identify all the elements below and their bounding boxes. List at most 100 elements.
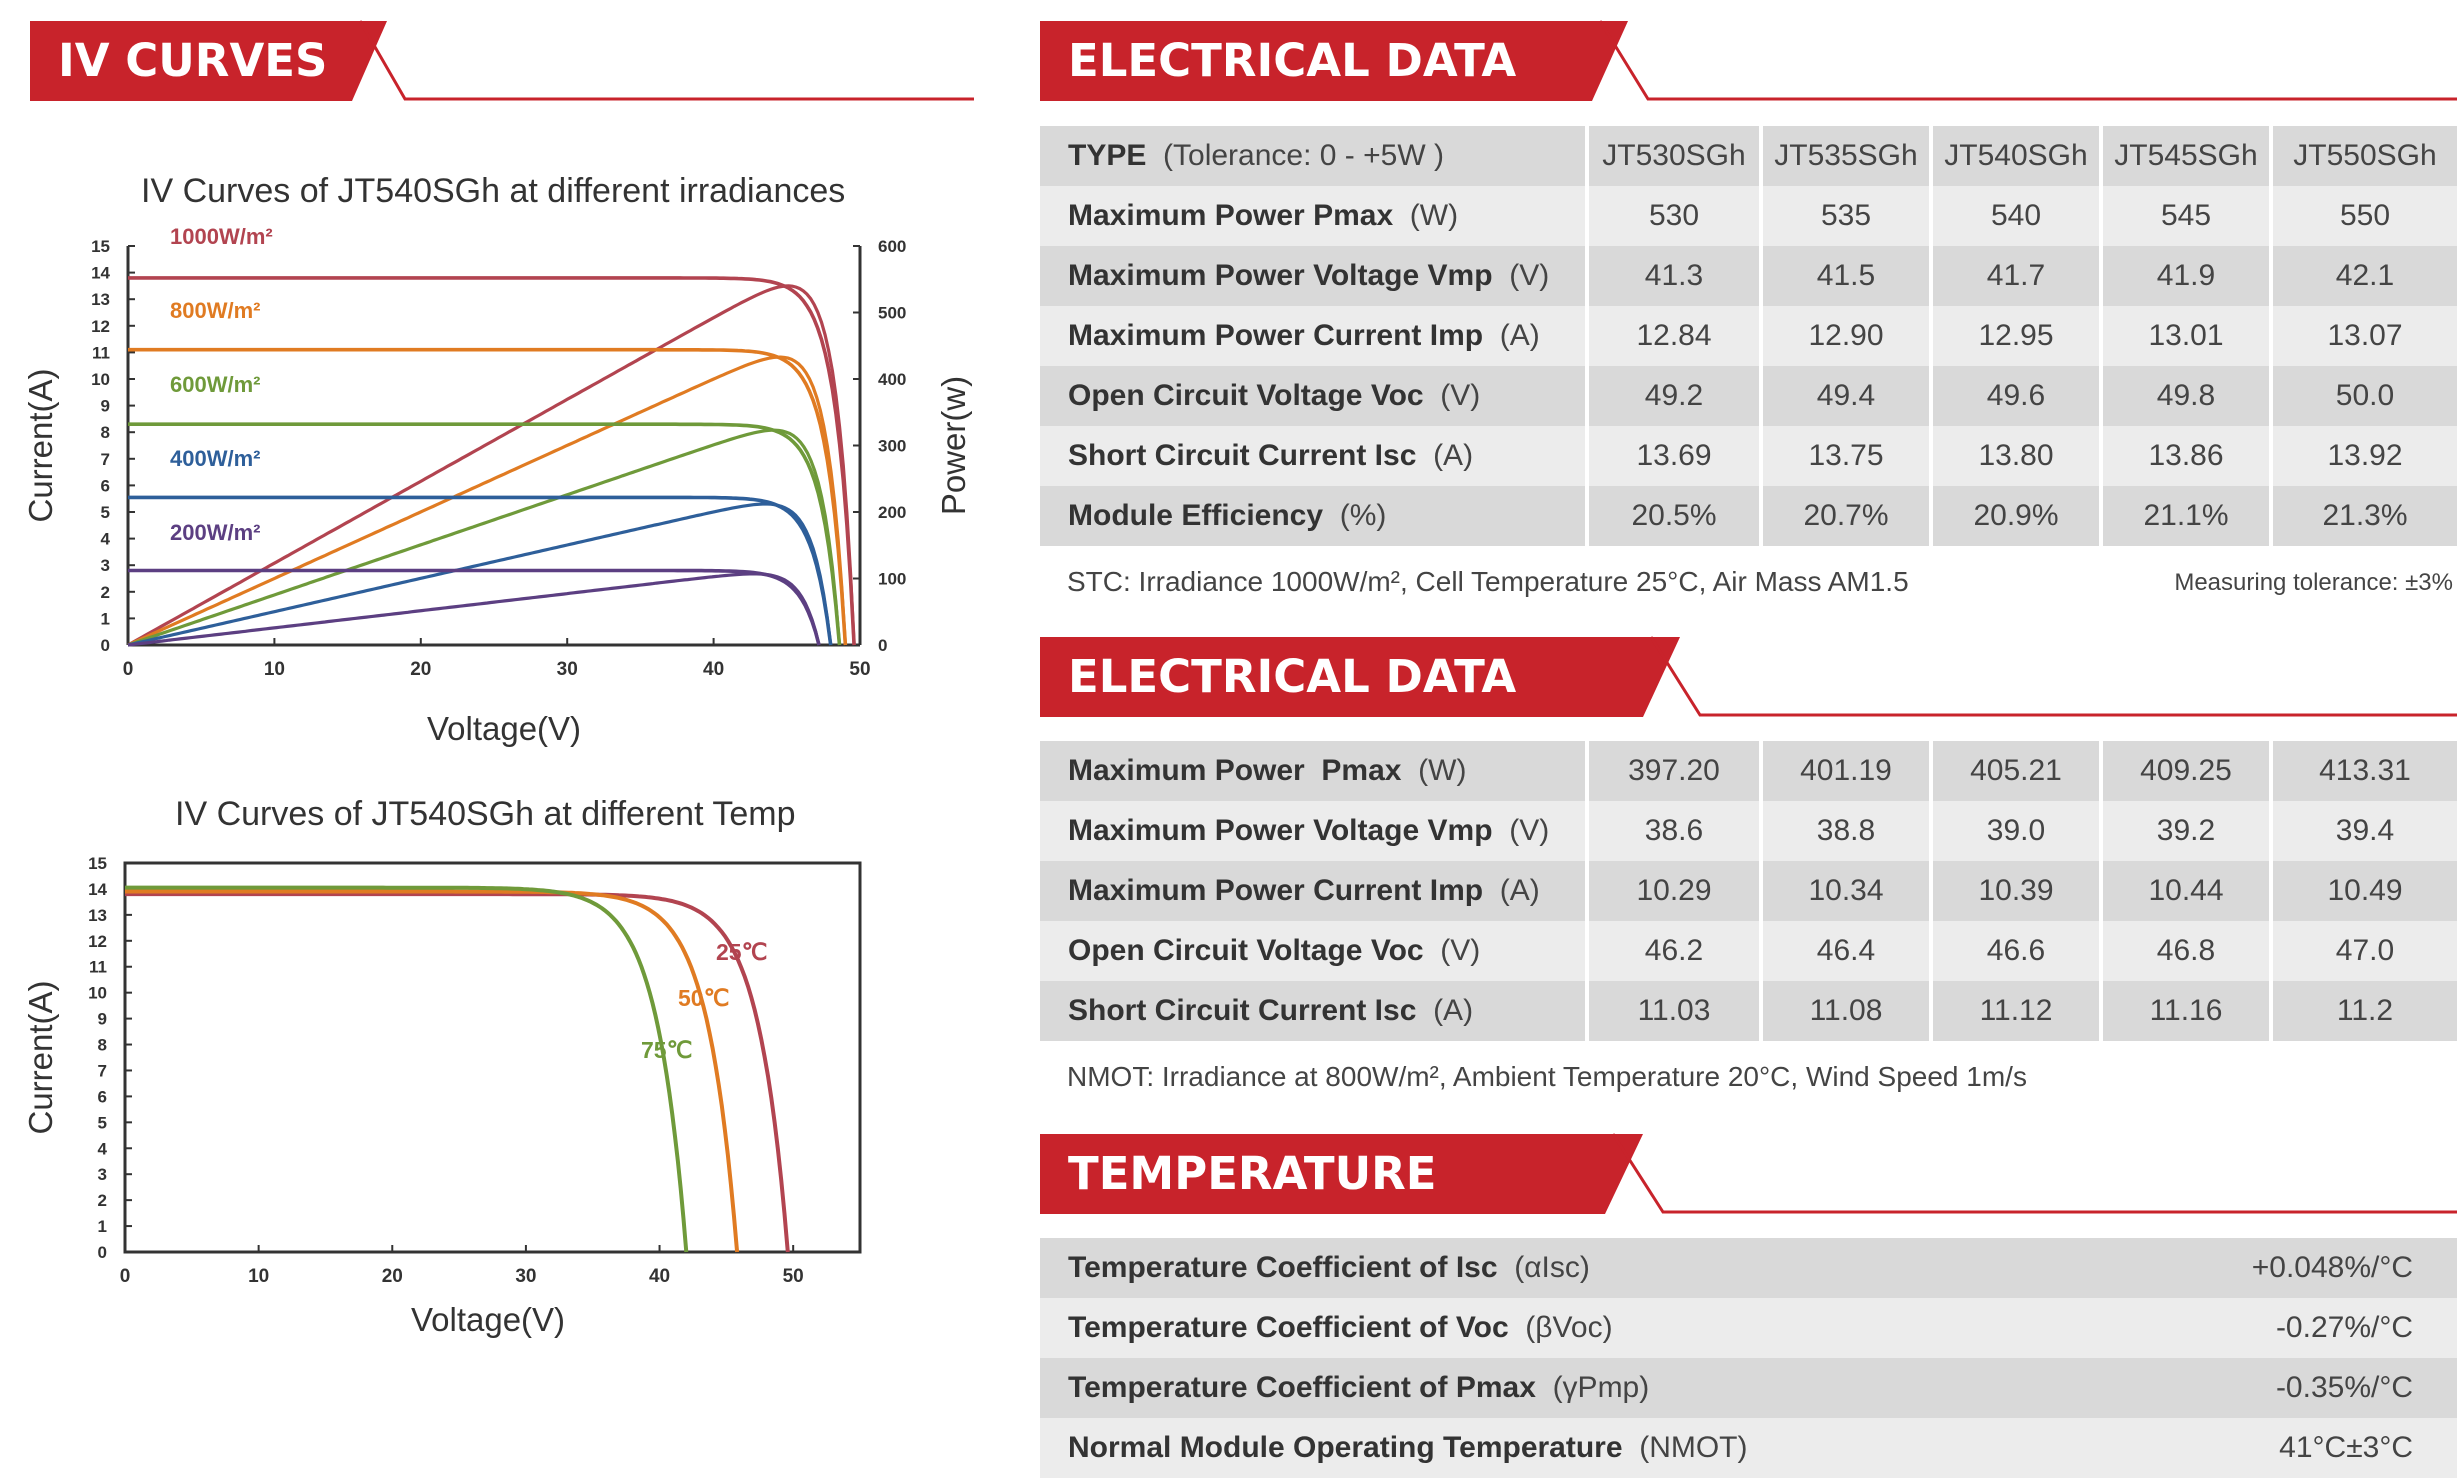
iv-curve-0: [128, 276, 856, 646]
row-name: Open Circuit Voltage Voc: [1068, 379, 1424, 412]
x-tick-label: 30: [557, 659, 578, 680]
y-tick-label: 11: [92, 343, 110, 362]
nmot-table: Maximum Power Pmax (W) 397.20 401.19 405…: [1040, 741, 2457, 1041]
cell: 46.4: [1759, 921, 1929, 981]
y-tick-label: 13: [91, 290, 110, 309]
cell: 50.0: [2269, 366, 2457, 426]
model-5: JT550SGh: [2269, 126, 2457, 186]
cell: 10.44: [2099, 861, 2269, 921]
table-row: Maximum Power Voltage Vmp (V) 38.6 38.8 …: [1040, 801, 2457, 861]
table-row: Open Circuit Voltage Voc (V) 46.2 46.4 4…: [1040, 921, 2457, 981]
y2-tick-label: 100: [878, 570, 906, 589]
temperature-chart: 0 10 20 30 40 500123456789101112131415Voltage…: [22, 854, 862, 1338]
pv-curve-3: [127, 502, 833, 647]
row-name: Maximum Power Voltage Vmp: [1068, 814, 1493, 847]
model-3: JT540SGh: [1929, 126, 2099, 186]
cell: 20.9%: [1929, 486, 2099, 546]
cell: 545: [2099, 186, 2269, 246]
irradiance-chart-title: IV Curves of JT540SGh at different irrad…: [141, 172, 846, 210]
type-label: TYPE (Tolerance: 0 - +5W ): [1040, 126, 1585, 186]
temp-curve-2: [125, 885, 689, 1253]
row-label: Maximum Power Current Imp (A): [1040, 861, 1585, 921]
row-unit: (A): [1433, 439, 1474, 472]
x-tick-label: 10: [248, 1266, 269, 1287]
pv-curve-0: [127, 284, 856, 647]
cell: 41°C±3°C: [2040, 1418, 2457, 1478]
y2-tick-label: 400: [878, 370, 906, 389]
row-name: Open Circuit Voltage Voc: [1068, 934, 1424, 967]
cell: 46.8: [2099, 921, 2269, 981]
row-name: Module Efficiency: [1068, 499, 1324, 532]
cell: 41.9: [2099, 246, 2269, 306]
row-unit: (V): [1509, 814, 1550, 847]
cell: 11.08: [1759, 981, 1929, 1041]
table-row: Maximum Power Pmax (W) 397.20 401.19 405…: [1040, 741, 2457, 801]
y-tick-label: 3: [98, 1165, 107, 1184]
y-axis-label: Current(A): [22, 368, 59, 522]
x-tick-label: 0: [123, 659, 134, 680]
cell: 39.0: [1929, 801, 2099, 861]
nmot-title: ELECTRICAL DATA *NMOT: [1040, 637, 1643, 783]
temp-label-1: 50℃: [678, 985, 729, 1011]
cell: 21.1%: [2099, 486, 2269, 546]
row-unit: (A): [1499, 874, 1540, 907]
y-tick-label: 14: [91, 264, 110, 283]
y-tick-label: 9: [98, 1010, 107, 1029]
row-label: Open Circuit Voltage Voc (V): [1040, 366, 1585, 426]
y-tick-label: 15: [91, 237, 110, 256]
cell: 49.6: [1929, 366, 2099, 426]
nmot-header: ELECTRICAL DATA *NMOT: [1040, 636, 2457, 783]
y-tick-label: 11: [89, 958, 107, 977]
cell: 401.19: [1759, 741, 1929, 801]
row-label: Maximum Power Pmax (W): [1040, 186, 1585, 246]
x-tick-label: 10: [264, 659, 285, 680]
row-unit: (NMOT): [1639, 1431, 1748, 1464]
y-tick-label: 0: [98, 1243, 107, 1262]
y2-tick-label: 0: [878, 636, 887, 655]
cell: +0.048%/°C: [2040, 1238, 2457, 1298]
iv-curves-header: IV CURVES: [30, 20, 974, 101]
x-axis-label: Voltage(V): [427, 710, 581, 747]
cell: 39.4: [2269, 801, 2457, 861]
table-row: Normal Module Operating Temperature (NMO…: [1040, 1418, 2457, 1478]
row-name: Maximum Power Current Imp: [1068, 319, 1484, 352]
series-label-1: 800W/m²: [170, 298, 260, 323]
y-tick-label: 1: [101, 609, 110, 628]
stc-header-decor: [1592, 20, 2457, 101]
y-tick-label: 4: [98, 1139, 108, 1158]
y-tick-label: 7: [98, 1061, 107, 1080]
row-label: Temperature Coefficient of Pmax (γPmp): [1040, 1358, 2040, 1418]
row-name: Short Circuit Current Isc: [1068, 994, 1417, 1027]
y-tick-label: 0: [101, 636, 110, 655]
cell: 20.5%: [1585, 486, 1759, 546]
cell: 11.2: [2269, 981, 2457, 1041]
nmot-note: NMOT: Irradiance at 800W/m², Ambient Tem…: [1067, 1061, 2027, 1092]
temp-table: Temperature Coefficient of Isc (αIsc) +0…: [1040, 1238, 2457, 1478]
y-tick-label: 10: [91, 370, 110, 389]
cell: -0.27%/°C: [2040, 1298, 2457, 1358]
pv-curve-4: [127, 572, 821, 647]
stc-tolerance: Measuring tolerance: ±3%: [2174, 569, 2453, 596]
x-tick-label: 50: [783, 1266, 804, 1287]
cell: 550: [2269, 186, 2457, 246]
y-tick-label: 10: [88, 984, 107, 1003]
cell: 47.0: [2269, 921, 2457, 981]
y2-axis-label: Power(w): [935, 376, 972, 515]
cell: 540: [1929, 186, 2099, 246]
pv-curve-2: [127, 428, 842, 647]
table-row: Short Circuit Current Isc (A) 13.69 13.7…: [1040, 426, 2457, 486]
stc-title: ELECTRICAL DATA *STC: [1040, 21, 1592, 167]
cell: 12.90: [1759, 306, 1929, 366]
row-label: Temperature Coefficient of Voc (βVoc): [1040, 1298, 2040, 1358]
cell: 13.86: [2099, 426, 2269, 486]
table-row: Maximum Power Current Imp (A) 10.29 10.3…: [1040, 861, 2457, 921]
stc-header-row: TYPE (Tolerance: 0 - +5W ) JT530SGh JT53…: [1040, 126, 2457, 186]
cell: 46.6: [1929, 921, 2099, 981]
table-row: Temperature Coefficient of Isc (αIsc) +0…: [1040, 1238, 2457, 1298]
stc-header: ELECTRICAL DATA *STC: [1040, 20, 2457, 167]
row-label: Temperature Coefficient of Isc (αIsc): [1040, 1238, 2040, 1298]
row-label: Open Circuit Voltage Voc (V): [1040, 921, 1585, 981]
cell: 49.8: [2099, 366, 2269, 426]
cell: 13.92: [2269, 426, 2457, 486]
series-label-0: 1000W/m²: [170, 224, 273, 249]
